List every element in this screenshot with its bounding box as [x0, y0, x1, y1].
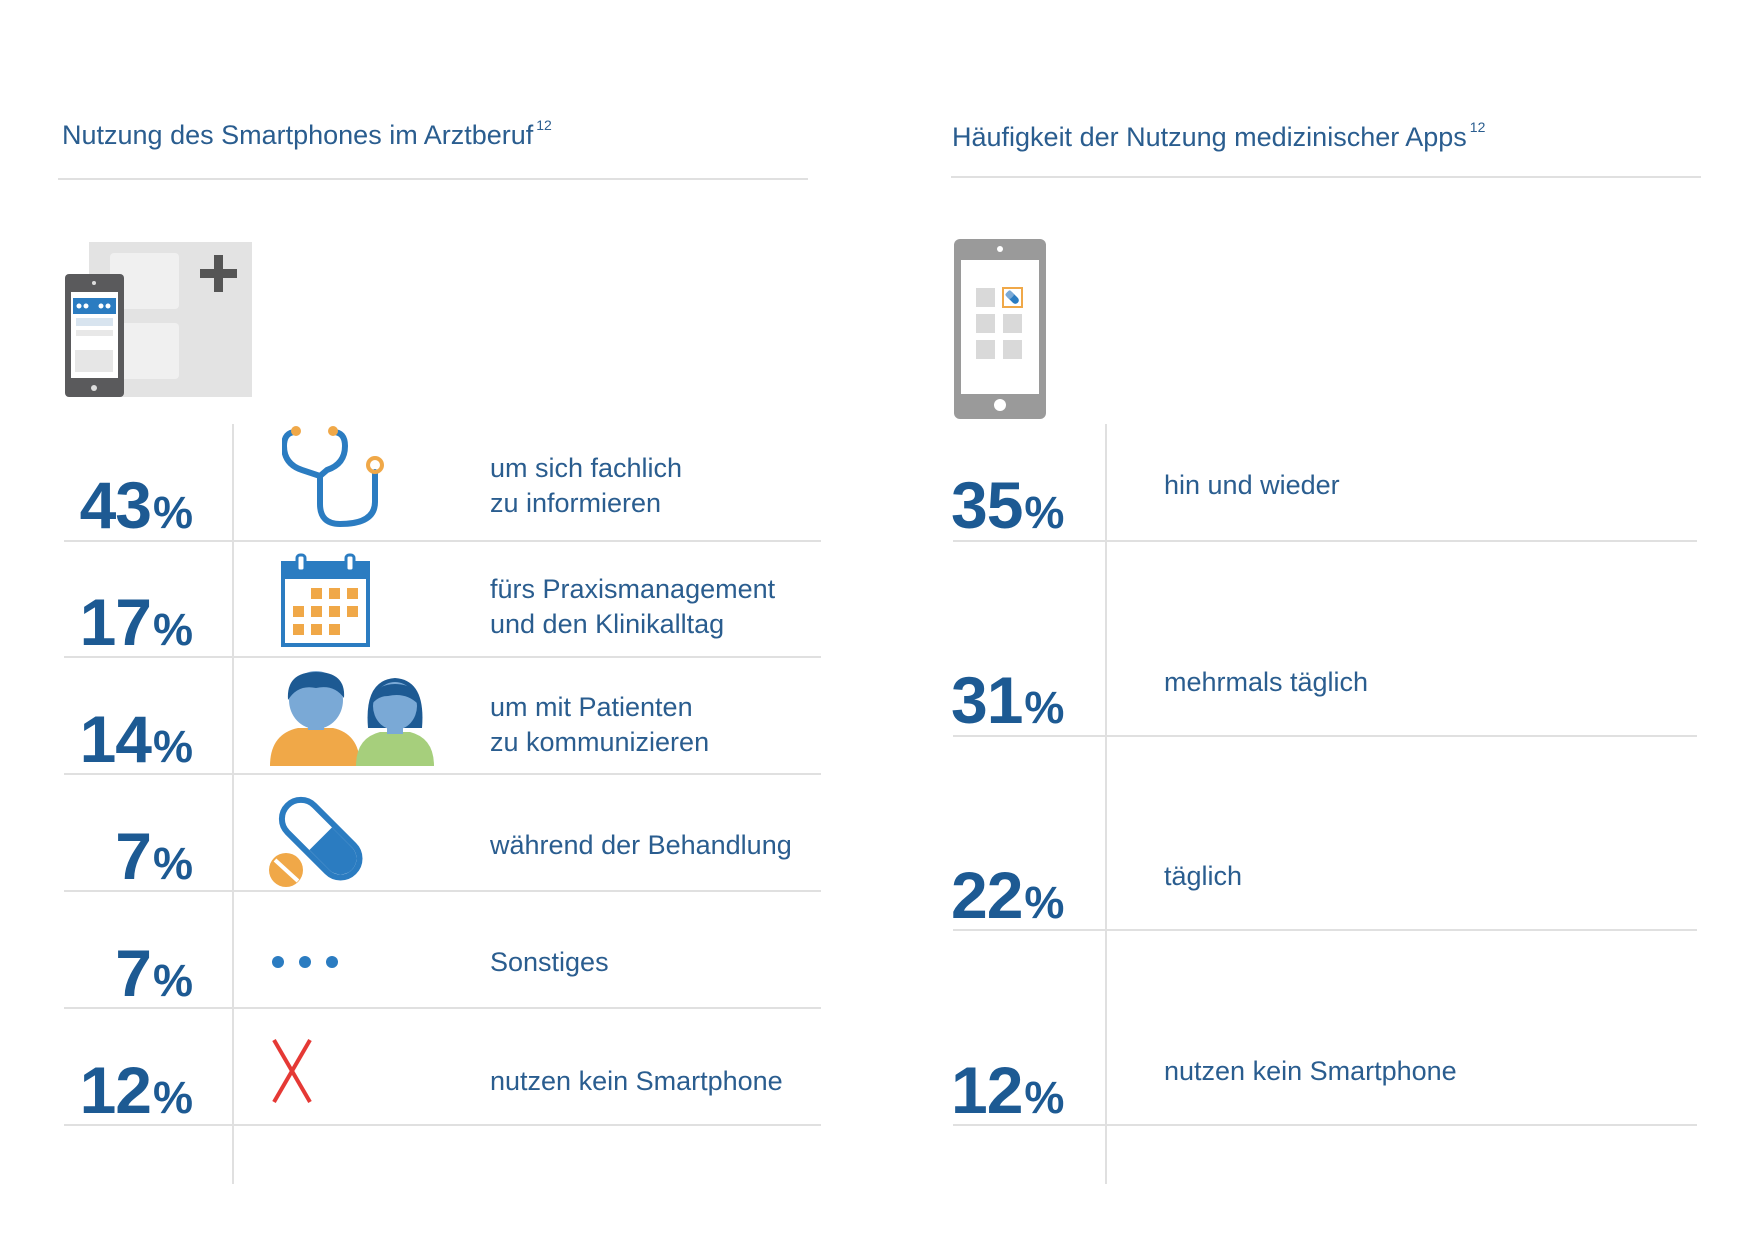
smartphone-usage-panel: Nutzung des Smartphones im Arztberuf 12 [58, 117, 821, 1184]
percent-number: 17 [79, 585, 152, 659]
row-divider [953, 735, 1697, 737]
row-label: mehrmals täglich [1164, 667, 1369, 697]
row-label: um mit Patienten zu kommunizieren [490, 692, 710, 757]
medical-apps-panel: Häufigkeit der Nutzung medizinischer App… [877, 0, 1754, 1240]
percent-number: 12 [79, 1053, 152, 1127]
row-label: um sich fachlich zu informieren [490, 453, 683, 518]
percent-value: 43% [60, 472, 193, 538]
percent-number: 22 [951, 858, 1023, 932]
percent-value: 7% [60, 823, 193, 889]
row-divider [64, 773, 821, 775]
pill-icon [268, 790, 372, 888]
percent-value: 22% [951, 862, 1072, 928]
calendar-icon [280, 553, 374, 649]
row-label: täglich [1164, 861, 1243, 891]
percent-sign: % [1024, 877, 1065, 928]
row-divider [64, 540, 821, 542]
percent-value: 14% [60, 706, 193, 772]
percent-number: 12 [951, 1053, 1023, 1127]
percent-value: 31% [951, 667, 1072, 733]
left-footnote: 12 [536, 117, 552, 133]
row-divider [64, 656, 821, 658]
row-divider [953, 540, 1697, 542]
row-label: fürs Praxismanagement und den Klinikallt… [490, 574, 776, 639]
row-label: Sonstiges [490, 947, 609, 977]
percent-sign: % [1024, 1072, 1065, 1123]
percent-sign: % [152, 604, 193, 655]
row-divider [64, 890, 821, 892]
percent-number: 43 [79, 468, 152, 542]
row-divider [953, 1124, 1697, 1126]
percent-value: 17% [60, 589, 193, 655]
percent-number: 14 [79, 702, 152, 776]
right-title-rule [951, 176, 1701, 178]
percent-sign: % [152, 1072, 193, 1123]
stethoscope-icon [282, 424, 392, 530]
right-title-text: Häufigkeit der Nutzung medizinischer App… [952, 122, 1467, 152]
percent-number: 31 [951, 663, 1023, 737]
percent-sign: % [152, 721, 193, 772]
percent-value: 12% [60, 1057, 193, 1123]
percent-sign: % [152, 838, 193, 889]
dots-icon [270, 954, 340, 970]
percent-sign: % [1024, 682, 1065, 733]
row-label: während der Behandlung [490, 830, 792, 860]
row-label: nutzen kein Smartphone [1164, 1056, 1457, 1086]
phone-apps-illustration [953, 238, 1049, 420]
right-panel-title: Häufigkeit der Nutzung medizinischer App… [952, 119, 1486, 153]
row-divider [64, 1007, 821, 1009]
row-divider [953, 929, 1697, 931]
left-title-text: Nutzung des Smartphones im Arztberuf [62, 120, 534, 150]
percent-value: 12% [951, 1057, 1072, 1123]
left-column-divider [232, 424, 234, 1184]
percent-sign: % [1024, 487, 1065, 538]
row-divider [64, 1124, 821, 1126]
percent-number: 7 [115, 819, 152, 893]
cross-icon [270, 1038, 314, 1104]
percent-sign: % [152, 955, 193, 1006]
percent-number: 7 [115, 936, 152, 1010]
percent-value: 35% [951, 472, 1072, 538]
percent-number: 35 [951, 468, 1023, 542]
percent-value: 7% [60, 940, 193, 1006]
row-label: nutzen kein Smartphone [490, 1066, 783, 1096]
phone-medical-illustration [64, 242, 254, 397]
left-title-rule [58, 178, 808, 180]
left-panel-title: Nutzung des Smartphones im Arztberuf 12 [62, 117, 552, 151]
right-footnote: 12 [1469, 119, 1486, 135]
percent-sign: % [152, 487, 193, 538]
row-label: hin und wieder [1164, 470, 1340, 500]
right-column-divider [1105, 424, 1107, 1184]
patients-icon [268, 670, 434, 766]
